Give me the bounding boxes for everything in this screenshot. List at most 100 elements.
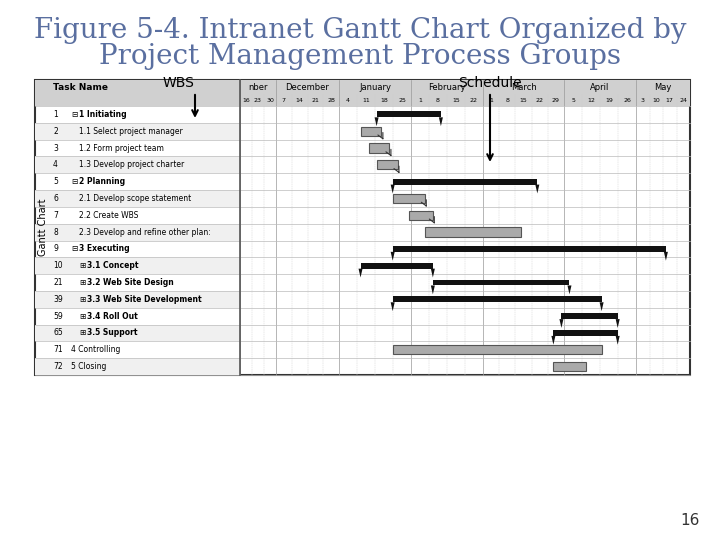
Text: 2.2 Create WBS: 2.2 Create WBS [79, 211, 138, 220]
Polygon shape [439, 117, 443, 126]
Text: 14: 14 [296, 98, 304, 103]
Text: 71: 71 [53, 345, 63, 354]
Text: 1.1 Select project manager: 1.1 Select project manager [79, 127, 183, 136]
Polygon shape [391, 252, 395, 261]
Text: February: February [428, 83, 466, 91]
Text: 3.1 Concept: 3.1 Concept [87, 261, 138, 270]
Text: 59: 59 [53, 312, 63, 321]
Text: 9: 9 [53, 245, 58, 253]
Text: 10: 10 [53, 261, 63, 270]
Text: 28: 28 [327, 98, 335, 103]
Text: 3.3 Web Site Development: 3.3 Web Site Development [87, 295, 202, 304]
Bar [35, 80, 690, 106]
Bar [361, 263, 433, 269]
Text: 3: 3 [53, 144, 58, 152]
Bar [554, 362, 585, 371]
Text: 18: 18 [380, 98, 388, 103]
Bar [35, 291, 240, 308]
Text: 12: 12 [587, 98, 595, 103]
Text: 2.3 Develop and refine other plan:: 2.3 Develop and refine other plan: [79, 227, 211, 237]
Text: ⊞: ⊞ [79, 328, 86, 338]
Text: 22: 22 [536, 98, 544, 103]
Text: 15: 15 [452, 98, 460, 103]
Bar [554, 330, 618, 336]
Text: 2 Planning: 2 Planning [79, 177, 125, 186]
Text: 1: 1 [53, 110, 58, 119]
Text: 1: 1 [489, 98, 493, 103]
Text: 3.5 Support: 3.5 Support [87, 328, 138, 338]
Polygon shape [616, 319, 620, 328]
Polygon shape [431, 269, 435, 278]
Text: nber: nber [248, 83, 268, 91]
Text: 72: 72 [53, 362, 63, 371]
Bar [35, 123, 240, 140]
Bar [35, 157, 240, 173]
Bar [377, 111, 441, 117]
Text: 7: 7 [282, 98, 286, 103]
Text: 1 Initiating: 1 Initiating [79, 110, 127, 119]
Bar [35, 325, 240, 341]
Text: May: May [654, 83, 672, 91]
Text: Figure 5-4. Intranet Gantt Chart Organized by: Figure 5-4. Intranet Gantt Chart Organiz… [34, 17, 686, 44]
Bar [392, 194, 425, 203]
Text: 65: 65 [53, 328, 63, 338]
Polygon shape [616, 336, 620, 345]
Polygon shape [559, 319, 564, 328]
Text: January: January [359, 83, 391, 91]
Bar [425, 227, 521, 237]
Text: Task Name: Task Name [53, 84, 108, 92]
Text: ⊟: ⊟ [71, 177, 77, 186]
Text: ⊟: ⊟ [71, 245, 77, 253]
Bar [392, 296, 602, 302]
Text: ⊞: ⊞ [79, 261, 86, 270]
Text: 8: 8 [436, 98, 440, 103]
Text: 16: 16 [680, 513, 700, 528]
Text: 5: 5 [571, 98, 575, 103]
Bar [369, 144, 390, 153]
Bar [361, 126, 382, 136]
Bar [35, 80, 690, 375]
Text: 21: 21 [53, 278, 63, 287]
Text: 30: 30 [266, 98, 274, 103]
Text: 3 Executing: 3 Executing [79, 245, 130, 253]
Polygon shape [431, 286, 435, 294]
Text: 5: 5 [53, 177, 58, 186]
Text: 15: 15 [520, 98, 527, 103]
Text: 6: 6 [53, 194, 58, 203]
Polygon shape [600, 302, 603, 311]
Text: 1.2 Form project team: 1.2 Form project team [79, 144, 164, 152]
Text: 4: 4 [53, 160, 58, 170]
Text: 2: 2 [53, 127, 58, 136]
Text: 25: 25 [398, 98, 406, 103]
Polygon shape [536, 185, 539, 193]
Text: 4 Controlling: 4 Controlling [71, 345, 120, 354]
Text: 11: 11 [362, 98, 370, 103]
Bar [392, 345, 602, 354]
Text: 3: 3 [641, 98, 644, 103]
Text: 8: 8 [53, 227, 58, 237]
Polygon shape [664, 252, 668, 261]
Text: Project Management Process Groups: Project Management Process Groups [99, 43, 621, 70]
Text: 4: 4 [346, 98, 350, 103]
Text: ⊞: ⊞ [79, 312, 86, 321]
Text: 24: 24 [679, 98, 688, 103]
Polygon shape [391, 302, 395, 311]
Text: 17: 17 [666, 98, 674, 103]
Text: 1.3 Develop project charter: 1.3 Develop project charter [79, 160, 184, 170]
Text: April: April [590, 83, 610, 91]
Bar [392, 246, 666, 252]
Bar [35, 190, 240, 207]
Text: 39: 39 [53, 295, 63, 304]
Bar [392, 179, 537, 185]
Text: 23: 23 [254, 98, 262, 103]
Bar [562, 313, 618, 319]
Bar [35, 358, 240, 375]
Text: 5 Closing: 5 Closing [71, 362, 107, 371]
Text: WBS: WBS [162, 76, 194, 90]
Text: 22: 22 [470, 98, 478, 103]
Text: 26: 26 [623, 98, 631, 103]
Text: 2.1 Develop scope statement: 2.1 Develop scope statement [79, 194, 192, 203]
Text: Schedule: Schedule [458, 76, 522, 90]
Text: December: December [286, 83, 330, 91]
Text: ⊟: ⊟ [71, 110, 77, 119]
